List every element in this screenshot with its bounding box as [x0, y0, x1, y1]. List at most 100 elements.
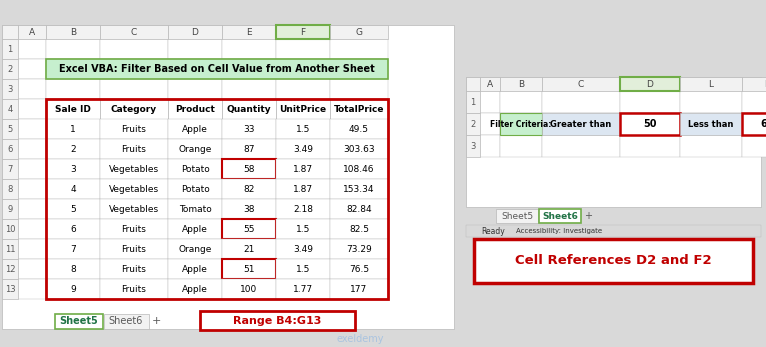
Bar	[100, 259, 168, 279]
Bar	[276, 219, 330, 239]
Text: 303.63: 303.63	[343, 144, 375, 153]
Bar	[276, 279, 330, 299]
Bar	[680, 91, 742, 113]
Bar	[620, 91, 680, 113]
Bar	[100, 179, 168, 199]
Bar	[480, 135, 500, 157]
Text: 60: 60	[760, 119, 766, 129]
Text: 7: 7	[8, 164, 13, 174]
Bar	[2, 25, 18, 39]
Text: 82.84: 82.84	[346, 204, 372, 213]
Text: 4: 4	[8, 104, 12, 113]
Bar	[104, 314, 149, 329]
Bar	[100, 39, 168, 59]
Text: 82.5: 82.5	[349, 225, 369, 234]
Bar	[222, 139, 276, 159]
Bar	[330, 279, 388, 299]
Bar	[18, 79, 46, 99]
Bar	[2, 139, 18, 159]
Bar	[222, 159, 276, 179]
Bar	[542, 135, 620, 157]
Bar	[276, 159, 330, 179]
Bar	[620, 113, 680, 135]
Bar	[620, 113, 680, 135]
Bar	[620, 135, 680, 157]
Bar	[168, 99, 222, 119]
Text: L: L	[709, 79, 713, 88]
Bar	[18, 239, 46, 259]
Text: Less than: Less than	[689, 119, 734, 128]
Bar	[168, 39, 222, 59]
Text: 12: 12	[5, 264, 15, 273]
Bar	[2, 179, 18, 199]
Text: Accessibility: Investigate: Accessibility: Investigate	[516, 228, 602, 234]
Bar	[222, 39, 276, 59]
Bar	[222, 259, 276, 279]
Bar	[276, 99, 330, 119]
Bar	[46, 279, 100, 299]
Text: 108.46: 108.46	[343, 164, 375, 174]
Text: 7: 7	[70, 245, 76, 254]
Bar	[168, 259, 222, 279]
Text: 4: 4	[70, 185, 76, 194]
Bar	[330, 59, 388, 79]
Bar	[330, 239, 388, 259]
Bar	[46, 99, 100, 119]
Bar	[500, 113, 542, 135]
Bar	[222, 159, 276, 179]
Text: 55: 55	[244, 225, 255, 234]
Text: 3: 3	[70, 164, 76, 174]
Bar	[466, 135, 480, 157]
Text: 33: 33	[244, 125, 255, 134]
Bar	[46, 79, 100, 99]
Bar	[222, 199, 276, 219]
Text: 76.5: 76.5	[349, 264, 369, 273]
Bar	[276, 279, 330, 299]
Bar	[46, 139, 100, 159]
Text: 1.5: 1.5	[296, 225, 310, 234]
Text: C: C	[131, 27, 137, 36]
Bar	[330, 139, 388, 159]
Text: Apple: Apple	[182, 264, 208, 273]
Text: 50: 50	[643, 119, 656, 129]
Bar	[2, 239, 18, 259]
Bar	[100, 25, 168, 39]
Text: 73.29: 73.29	[346, 245, 372, 254]
Bar	[2, 259, 18, 279]
Bar	[742, 91, 766, 113]
Text: 2: 2	[8, 65, 12, 74]
Text: 153.34: 153.34	[343, 185, 375, 194]
Bar	[222, 59, 276, 79]
Text: 177: 177	[350, 285, 368, 294]
Bar	[500, 91, 542, 113]
Text: 3.49: 3.49	[293, 144, 313, 153]
Bar	[466, 77, 761, 207]
Bar	[168, 139, 222, 159]
Bar	[276, 139, 330, 159]
Text: Cell References D2 and F2: Cell References D2 and F2	[516, 254, 712, 268]
Bar	[276, 119, 330, 139]
Text: G: G	[355, 27, 362, 36]
Bar	[18, 59, 46, 79]
Bar	[168, 279, 222, 299]
Bar	[276, 179, 330, 199]
Bar	[18, 119, 46, 139]
Bar	[330, 25, 388, 39]
Bar	[168, 139, 222, 159]
Bar	[100, 159, 168, 179]
Bar	[222, 199, 276, 219]
Text: 6: 6	[70, 225, 76, 234]
Text: B: B	[70, 27, 76, 36]
Bar	[46, 219, 100, 239]
Bar	[46, 239, 100, 259]
Bar	[46, 59, 388, 79]
Bar	[200, 311, 355, 330]
Bar	[168, 259, 222, 279]
Bar	[46, 239, 100, 259]
Text: Tomato: Tomato	[178, 204, 211, 213]
Bar	[542, 77, 620, 91]
Bar	[742, 113, 766, 135]
Text: 5: 5	[70, 204, 76, 213]
Bar	[222, 179, 276, 199]
Bar	[276, 99, 330, 119]
